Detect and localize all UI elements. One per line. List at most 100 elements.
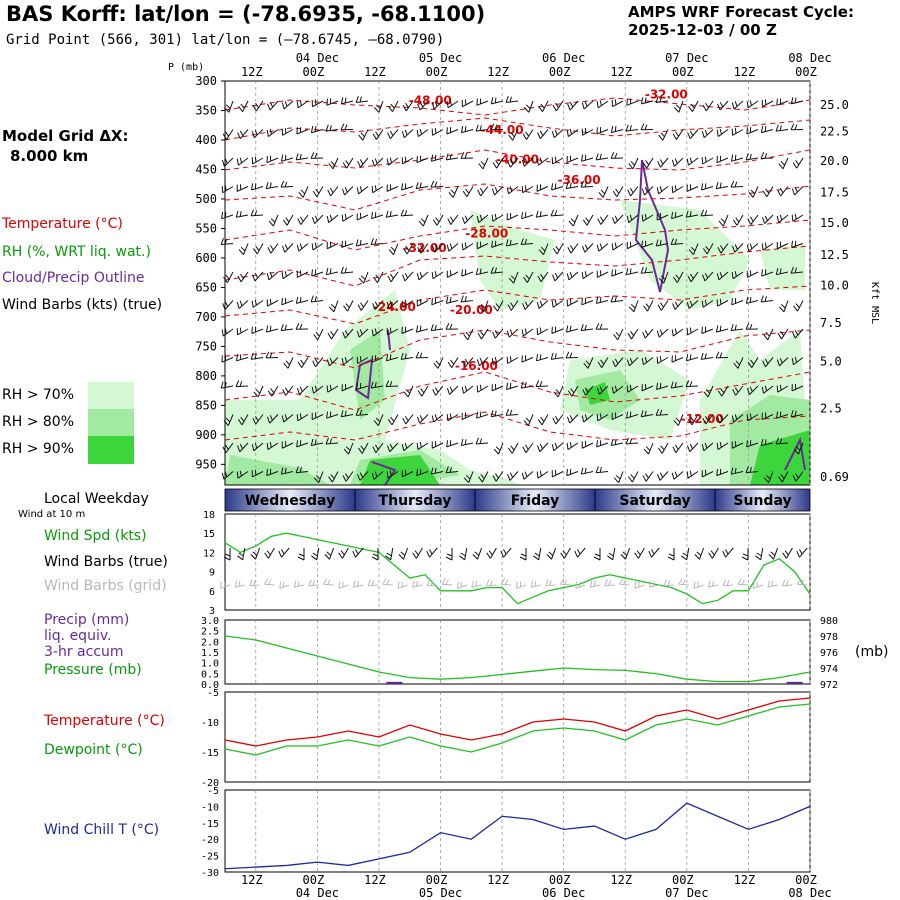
barb-flag	[445, 322, 450, 330]
barb-flag	[794, 240, 797, 247]
barb-flag	[239, 211, 242, 217]
barb-staff	[656, 100, 669, 103]
wind-barb	[626, 98, 639, 106]
wind-barb	[235, 210, 249, 218]
barb-staff	[523, 471, 534, 480]
barb-flag	[375, 131, 380, 137]
barb-flag	[593, 580, 596, 587]
barb-flag	[270, 155, 272, 162]
wind-barb	[671, 471, 684, 480]
barb-flag	[745, 296, 749, 304]
barb-flag	[311, 217, 316, 224]
barb-flag	[644, 383, 647, 390]
barb-flag	[420, 155, 422, 162]
wind-barb	[236, 300, 249, 309]
wind-barb	[702, 414, 714, 425]
barb-staff	[637, 547, 645, 559]
barb-flag	[417, 390, 423, 397]
barb-flag	[299, 297, 302, 303]
barb-flag	[674, 301, 679, 307]
barb-flag	[254, 299, 257, 306]
barb-flag	[370, 381, 374, 389]
wind-barb	[730, 180, 744, 188]
barb-flag	[779, 268, 782, 274]
barb-staff	[747, 414, 759, 422]
wind-barb	[401, 156, 414, 165]
barb-flag	[599, 153, 602, 160]
wind-barb	[505, 239, 519, 247]
barb-staff	[358, 186, 369, 195]
windchill-panel: -30-25-20-15-10-5	[201, 786, 811, 879]
wind-barb	[341, 356, 354, 366]
height-tick-label: 2.5	[820, 402, 842, 416]
barb-staff	[243, 243, 249, 255]
top-date-label: 08 Dec	[788, 51, 831, 65]
barb-staff	[329, 547, 335, 560]
barb-staff	[239, 442, 249, 453]
barb-staff	[778, 214, 789, 223]
surface-wind-barb	[708, 547, 719, 559]
barb-staff	[471, 584, 482, 588]
barb-flag	[281, 128, 284, 136]
barb-staff	[586, 214, 594, 226]
wind-barb	[775, 124, 789, 132]
wind-barb	[565, 351, 579, 359]
barb-flag	[674, 158, 678, 164]
barb-flag	[252, 417, 257, 425]
surface-wind-barb	[297, 548, 305, 561]
barb-staff	[717, 129, 729, 137]
barb-staff	[447, 100, 459, 109]
barb-flag	[433, 362, 439, 369]
barb-staff	[323, 583, 334, 586]
legend-temperature: Temperature (°C)	[2, 216, 123, 232]
barb-flag	[357, 447, 363, 454]
barb-flag	[299, 440, 302, 446]
barb-staff	[791, 414, 804, 418]
grid-wind-barb	[634, 581, 645, 589]
barb-staff	[552, 471, 564, 478]
barb-flag	[701, 131, 705, 138]
barb-staff	[599, 385, 609, 395]
barb-flag	[340, 410, 344, 417]
barb-flag	[599, 243, 603, 249]
barb-staff	[760, 547, 764, 560]
barb-flag	[254, 183, 257, 189]
barb-flag	[239, 443, 243, 450]
barb-staff	[391, 414, 399, 426]
barb-flag	[330, 98, 332, 104]
barb-flag	[674, 382, 677, 388]
barb-flag	[704, 469, 707, 476]
barb-flag	[386, 184, 388, 192]
wind-barb	[266, 298, 279, 307]
wind-barb	[266, 128, 279, 137]
barb-flag	[610, 295, 614, 303]
barb-staff	[496, 157, 504, 169]
barb-flag	[569, 271, 573, 278]
wind-barb	[507, 471, 519, 481]
barb-flag	[461, 243, 464, 251]
barb-flag	[492, 475, 497, 482]
barb-flag	[494, 410, 497, 417]
barb-flag	[506, 187, 510, 194]
surface-wind-barb	[324, 547, 335, 560]
barb-flag	[569, 182, 572, 188]
barb-flag	[494, 356, 498, 363]
wind-barb	[463, 328, 474, 341]
barb-flag	[506, 382, 509, 390]
barb-flag	[554, 469, 557, 476]
wind-barb	[521, 471, 534, 480]
barb-flag	[689, 211, 692, 217]
pressure-tick-label: 450	[195, 162, 217, 176]
barb-flag	[794, 330, 799, 336]
barb-staff	[691, 414, 699, 426]
barb-flag	[264, 552, 269, 559]
legend-rh70: RH > 70%	[2, 387, 75, 403]
wind-barb	[776, 241, 789, 250]
barb-flag	[510, 132, 515, 138]
barb-flag	[608, 552, 614, 557]
wind-barb	[341, 186, 354, 196]
wind-barb	[373, 271, 384, 283]
barb-flag	[449, 467, 452, 473]
barb-flag	[701, 300, 704, 308]
wind-barb	[491, 356, 504, 366]
